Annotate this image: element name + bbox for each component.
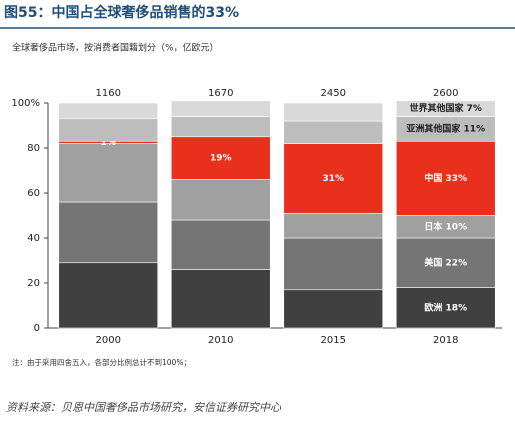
x-tick-label: 2018 xyxy=(433,335,458,346)
bar-segment xyxy=(283,143,384,214)
bar-segment xyxy=(283,237,384,291)
x-tick-label: 2015 xyxy=(321,335,346,346)
bar-segment xyxy=(395,237,496,288)
total-label: 2600 xyxy=(433,88,458,99)
bar-segment xyxy=(395,116,496,142)
bar-segment xyxy=(58,201,159,264)
bar-segment xyxy=(395,100,496,117)
data-label: 亚洲其他国家 11% xyxy=(406,122,485,134)
bar-segment xyxy=(58,102,159,120)
bar-segment xyxy=(170,219,271,270)
data-label: 日本 10% xyxy=(424,220,467,232)
data-label: 31% xyxy=(322,174,344,184)
bar-segment xyxy=(395,287,496,329)
bar-segment xyxy=(170,179,271,221)
note: 注：由于采用四舍五入，各部分比例总计不到100%； xyxy=(12,357,191,367)
bar-segment xyxy=(58,143,159,203)
total-label: 1670 xyxy=(208,88,233,99)
y-tick-label: 20 xyxy=(27,278,40,289)
bar-segment xyxy=(283,289,384,329)
data-label: 中国 33% xyxy=(424,172,467,184)
bar-segment xyxy=(283,212,384,239)
bar-segment xyxy=(170,116,271,138)
bar-segment xyxy=(170,136,271,180)
total-label: 1160 xyxy=(96,88,121,99)
data-label: 1% xyxy=(101,138,116,148)
data-label: 世界其他国家 7% xyxy=(410,102,482,114)
y-tick-label: 0 xyxy=(34,323,40,334)
x-tick-label: 2000 xyxy=(96,335,121,346)
bar-segment xyxy=(58,262,159,329)
y-tick-label: 80 xyxy=(27,143,40,154)
y-tick-label: 40 xyxy=(27,233,40,244)
x-tick-label: 2010 xyxy=(208,335,233,346)
bar-segment xyxy=(395,140,496,216)
total-label: 2450 xyxy=(321,88,346,99)
data-label: 欧洲 18% xyxy=(424,301,467,313)
chart-title: 图55：中国占全球奢侈品销售的33% xyxy=(4,4,239,21)
bar-segment xyxy=(283,102,384,122)
chart-subtitle: 全球奢侈品市场，按消费者国籍划分（%，亿欧元） xyxy=(12,42,219,54)
data-label: 19% xyxy=(210,154,232,164)
data-label: 美国 22% xyxy=(424,256,467,268)
bar-segment xyxy=(58,118,159,142)
y-tick-label: 100% xyxy=(11,98,40,109)
bar-segment xyxy=(170,100,271,117)
source: 资料来源：贝恩中国奢侈品市场研究，安信证券研究中心 xyxy=(6,401,282,414)
bar-segment xyxy=(170,269,271,329)
y-tick-label: 60 xyxy=(27,188,40,199)
bar-segment xyxy=(283,120,384,144)
